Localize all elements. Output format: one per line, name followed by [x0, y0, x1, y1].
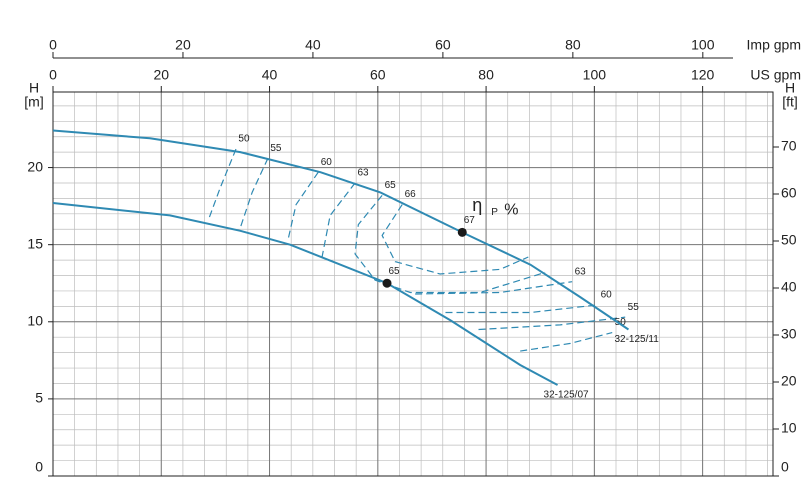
efficiency-label: 60: [321, 157, 333, 168]
efficiency-label: 55: [270, 143, 282, 154]
efficiency-label: 66: [405, 189, 417, 200]
x2-tick-label: 100: [691, 37, 715, 53]
x-tick-label: 40: [262, 67, 278, 83]
y2-tick-label: 20: [781, 373, 797, 389]
y2-tick-label: 0: [781, 459, 789, 475]
best-point-label: 65: [388, 266, 400, 277]
curve-label: 32-125/11: [614, 334, 659, 345]
y-tick-label: 5: [35, 390, 43, 406]
efficiency-label: 65: [385, 180, 397, 191]
y2-tick-label: 70: [781, 138, 797, 154]
y-axis-unit: [m]: [24, 94, 43, 110]
x2-tick-label: 60: [435, 37, 451, 53]
efficiency-symbol: η: [472, 195, 482, 215]
efficiency-label: 50: [615, 317, 627, 328]
y2-tick-label: 60: [781, 185, 797, 201]
y2-axis-unit: [ft]: [782, 94, 798, 110]
efficiency-contour: [239, 158, 269, 228]
y-tick-label: 10: [27, 312, 43, 328]
x-tick-label: 100: [583, 67, 607, 83]
x-tick-label: 120: [691, 67, 715, 83]
best-point-label: 67: [464, 215, 476, 226]
x-tick-label: 20: [153, 67, 169, 83]
x-tick-label: 60: [370, 67, 386, 83]
efficiency-label: 60: [601, 289, 613, 300]
efficiency-contour: [415, 281, 573, 295]
y-axis-label: H: [29, 80, 39, 96]
efficiency-sub: P: [491, 207, 498, 218]
efficiency-contour: [381, 204, 529, 275]
y-tick-label: 0: [35, 459, 43, 475]
y2-tick-label: 50: [781, 232, 797, 248]
curve-label: 32-125/07: [544, 390, 589, 401]
plot-frame: [52, 91, 774, 477]
efficiency-contour: [287, 171, 319, 241]
x2-tick-label: 0: [49, 37, 57, 53]
y2-axis-label: H: [785, 80, 795, 96]
efficiency-label: 63: [358, 168, 370, 179]
x2-axis-label: Imp gpm: [747, 37, 801, 53]
x2-tick-label: 80: [565, 37, 581, 53]
efficiency-label: 63: [575, 266, 587, 277]
x-tick-label: 80: [478, 67, 494, 83]
efficiency-unit: %: [504, 202, 518, 219]
x-tick-label: 0: [49, 67, 57, 83]
efficiency-label: 55: [628, 302, 640, 313]
efficiency-contour: [445, 304, 599, 314]
efficiency-contour: [478, 316, 626, 331]
x2-tick-label: 40: [305, 37, 321, 53]
y-tick-label: 20: [27, 158, 43, 174]
best-point: [457, 227, 467, 237]
efficiency-label: 50: [238, 134, 250, 145]
x2-tick-label: 20: [175, 37, 191, 53]
efficiency-contour: [354, 194, 546, 294]
efficiency-contour: [321, 182, 356, 258]
y-tick-label: 15: [27, 235, 43, 251]
efficiency-contour: [520, 331, 613, 352]
pump-curve: [52, 202, 559, 386]
pump-curve: [52, 129, 630, 331]
best-point: [382, 278, 392, 288]
y2-tick-label: 10: [781, 420, 797, 436]
efficiency-contour: [207, 148, 237, 221]
y2-tick-label: 40: [781, 279, 797, 295]
y2-tick-label: 30: [781, 326, 797, 342]
x-axis-label: US gpm: [750, 67, 801, 83]
